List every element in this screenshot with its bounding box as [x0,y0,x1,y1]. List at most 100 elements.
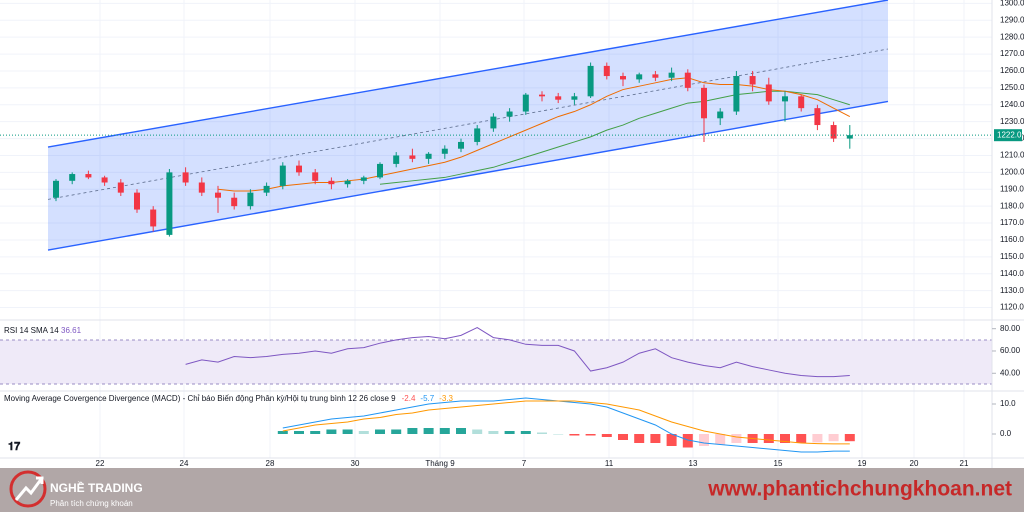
candle-body [603,65,610,77]
macd-histogram-bar [812,434,823,443]
candle-body [555,96,562,100]
candle-body [247,192,254,207]
candle-body [263,185,270,193]
macd-histogram-bar [844,434,855,442]
y-tick-label: 80.00 [1000,324,1021,333]
macd-histogram-bar [731,434,742,443]
macd-histogram-bar [310,431,321,434]
candle-body [182,172,189,183]
tagline: Phân tích chứng khoán [50,499,133,508]
x-tick-label: 15 [774,459,783,468]
y-tick-label: 60.00 [1000,346,1021,355]
candle-body [749,76,756,85]
macd-histogram-bar [375,429,385,434]
macd-label: Moving Average Covergence Divergence (MA… [4,394,396,403]
x-tick-label: 28 [266,459,275,468]
y-tick-label: 1210.0 [1000,151,1024,160]
candle-body [409,155,416,159]
macd-histogram-bar [342,429,353,434]
candle-body [312,172,319,181]
candle-body [69,174,76,181]
candle-body [344,180,351,185]
macd-histogram-bar [520,431,531,434]
macd-histogram-bar [439,428,450,434]
y-tick-label: 10.0 [1000,399,1016,408]
x-tick-label: 21 [960,459,969,468]
channel-middle [47,48,889,200]
candle-body [684,72,691,88]
candle-body [717,111,724,119]
x-tick-label: 22 [96,459,105,468]
y-tick-label: 0.0 [1000,429,1012,438]
macd-histogram-bar [682,434,693,448]
macd-histogram-bar [634,434,645,443]
macd-histogram-bar [488,431,499,434]
x-tick-label: 20 [910,459,919,468]
brand: NGHỀ TRADING [50,480,143,495]
y-tick-label: 1160.0 [1000,235,1024,244]
website: www.phantichchungkhoan.net [707,478,1012,501]
x-tick-label: 13 [689,459,698,468]
macd-histogram-bar [569,434,580,436]
macd-histogram-bar [537,432,547,434]
macd-histogram-bar [763,434,774,443]
candle-body [846,135,853,139]
macd-histogram-bar [456,428,466,434]
candle-body [636,74,643,80]
candle-body [101,177,108,183]
candle-body [166,172,173,235]
x-tick-label: 24 [180,459,189,468]
y-tick-label: 40.00 [1000,368,1021,377]
macd-histogram-bar [407,428,418,434]
macd-histogram-bar [828,434,839,442]
ma-fast [217,77,851,192]
macd-histogram-bar [780,434,790,443]
channel-lower [47,100,889,251]
candle-body [231,197,238,207]
macd-histogram-bar [553,434,564,435]
channel-fill [48,0,888,251]
y-tick-label: 1130.0 [1000,286,1024,295]
macd-histogram-bar [358,431,369,434]
candle-body [668,72,675,78]
y-tick-label: 1120.0 [1000,303,1024,312]
macd-line [282,397,850,453]
macd-histogram-bar [699,434,709,446]
x-tick-label: 19 [858,459,867,468]
tv-logo: 𝟏𝟕 [8,441,21,453]
candle-body [798,96,805,109]
y-tick-label: 1150.0 [1000,252,1024,261]
macd-histogram-bar [277,431,288,434]
y-tick-label: 1140.0 [1000,269,1024,278]
candle-body [425,153,432,159]
signal-line [282,400,850,445]
candle-body [490,116,497,129]
candle-body [117,182,124,193]
macd-value: -5.7 [420,394,434,403]
candle-body [393,155,400,164]
candle-body [150,209,157,227]
candle-body [360,177,367,181]
last-price-label: 1222.0 [997,130,1022,139]
candle-body [441,148,448,154]
candle-body [782,96,788,102]
y-tick-label: 1290.0 [1000,15,1024,24]
candle-body [215,192,221,198]
candle-body [571,96,578,100]
macd-histogram-bar [715,434,726,445]
rsi-band [0,340,992,384]
y-tick-label: 1280.0 [1000,32,1024,41]
y-tick-label: 1300.0 [1000,0,1024,7]
macd-value: -3.3 [439,394,453,403]
candle-body [652,74,659,78]
rsi-line [185,327,850,378]
macd-histogram-bar [585,434,596,436]
macd-histogram-bar [601,434,612,437]
y-tick-label: 1270.0 [1000,49,1024,58]
macd-histogram-bar [666,434,677,446]
y-tick-label: 1230.0 [1000,117,1024,126]
candle-body [506,111,513,117]
candle-body [377,163,383,178]
macd-histogram-bar [294,431,304,434]
